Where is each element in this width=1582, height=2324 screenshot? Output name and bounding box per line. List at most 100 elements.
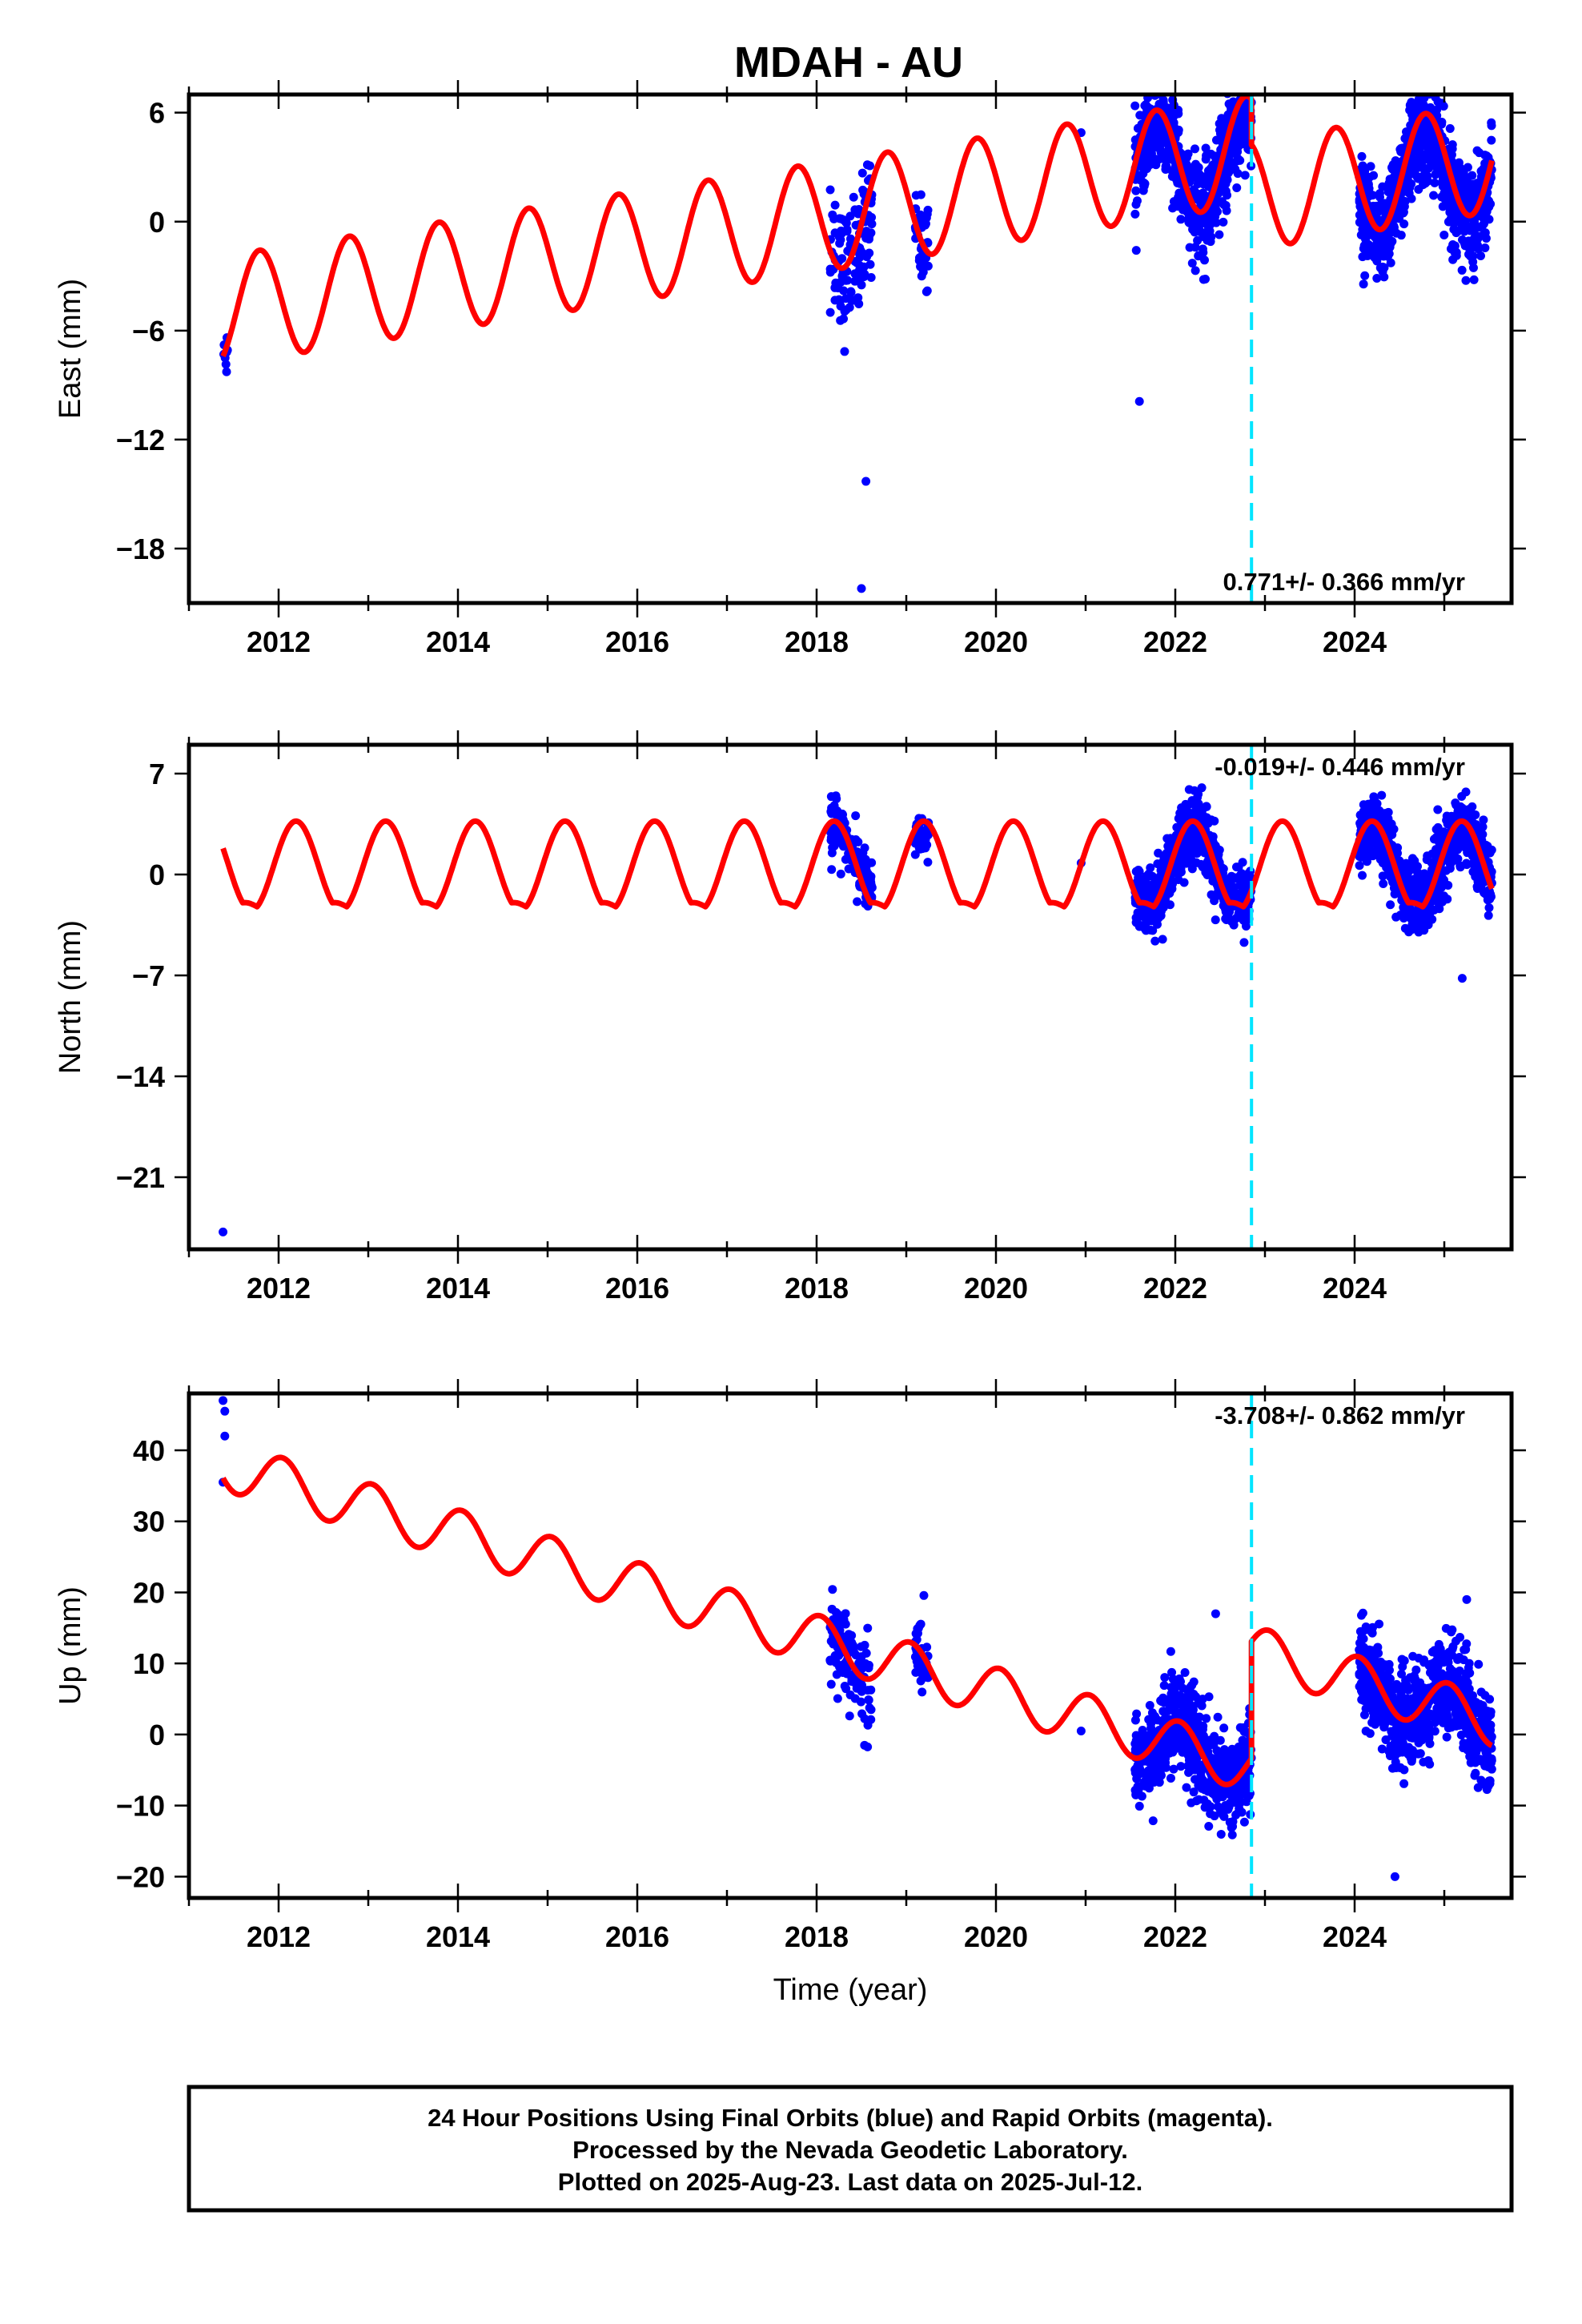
data-point [1463, 175, 1472, 184]
data-point [1147, 1708, 1157, 1718]
data-point [1406, 909, 1415, 919]
data-point [843, 275, 853, 285]
data-point [1195, 191, 1205, 201]
data-point [854, 299, 864, 308]
data-point [1168, 111, 1178, 120]
data-point [867, 212, 877, 222]
data-point [1187, 796, 1197, 806]
data-point [1141, 1781, 1150, 1791]
data-point [1161, 154, 1170, 163]
data-point [1239, 75, 1248, 84]
data-point [1146, 893, 1155, 903]
data-point [1380, 199, 1390, 208]
data-point [864, 1695, 873, 1705]
data-point [1484, 903, 1494, 912]
data-point [1398, 1662, 1407, 1671]
data-point [923, 858, 933, 867]
data-point [1439, 230, 1449, 239]
data-point [1156, 872, 1166, 882]
data-point [1379, 879, 1388, 889]
data-point [1191, 1796, 1201, 1806]
data-point [1194, 1699, 1203, 1708]
data-point [1404, 188, 1414, 198]
data-point [827, 865, 837, 875]
data-point [844, 864, 853, 874]
data-point [1152, 65, 1161, 74]
data-point [1396, 861, 1406, 870]
data-point [1186, 834, 1195, 844]
velocity-label: -0.019+/- 0.446 mm/yr [1215, 753, 1465, 781]
data-point [1141, 875, 1150, 885]
data-point [1212, 207, 1222, 216]
x-tick-label: 2024 [1323, 625, 1387, 658]
data-point-outlier [861, 476, 871, 486]
data-point [1185, 213, 1195, 223]
data-point [1197, 806, 1207, 816]
data-point [1196, 1771, 1206, 1781]
data-point [1188, 225, 1198, 235]
data-point [1181, 799, 1191, 809]
data-point [1145, 73, 1154, 82]
model-fit-line [220, 94, 1495, 358]
data-point [863, 1686, 873, 1695]
data-point [837, 1665, 847, 1675]
data-point [1372, 846, 1382, 855]
data-point [1145, 1700, 1154, 1710]
data-point [1434, 889, 1443, 899]
data-point [1411, 144, 1420, 154]
data-point [867, 219, 877, 229]
data-point [1479, 219, 1488, 228]
data-point [1150, 936, 1160, 946]
x-tick-label: 2024 [1323, 1272, 1387, 1305]
data-point [1242, 1777, 1251, 1787]
data-point [1222, 915, 1231, 925]
data-point [1168, 876, 1178, 886]
data-point [1133, 1782, 1142, 1791]
data-point [1211, 915, 1220, 925]
data-point [917, 1687, 927, 1697]
data-point [1466, 251, 1476, 261]
data-point [1454, 158, 1464, 167]
data-point [1476, 251, 1486, 261]
data-point [913, 1623, 923, 1633]
data-point [1409, 162, 1419, 171]
data-point [860, 843, 869, 853]
data-point [1372, 274, 1382, 283]
data-point [1169, 1764, 1178, 1774]
data-point [867, 858, 877, 867]
data-point [1417, 76, 1426, 85]
data-point [1239, 42, 1247, 50]
data-point [1359, 806, 1368, 816]
data-point [919, 1590, 929, 1600]
data-point [1182, 203, 1191, 213]
data-point [860, 1740, 869, 1750]
data-point [1244, 1791, 1254, 1800]
data-point [837, 214, 846, 223]
data-point [1403, 176, 1413, 186]
data-point [849, 192, 858, 202]
data-point [866, 1715, 876, 1724]
data-point [1208, 1754, 1218, 1763]
data-point [1360, 271, 1370, 280]
data-point [1410, 101, 1419, 111]
data-point [840, 347, 849, 356]
data-point [1150, 83, 1159, 92]
data-point [1131, 1790, 1141, 1799]
data-point [837, 254, 847, 263]
data-point [1437, 897, 1447, 907]
data-point [1203, 218, 1212, 227]
data-point [1142, 58, 1151, 66]
data-point [1225, 159, 1235, 168]
data-point [845, 234, 855, 243]
data-point [1225, 907, 1235, 917]
data-point [1153, 859, 1162, 869]
data-point [1484, 911, 1493, 920]
data-point [1219, 217, 1228, 227]
data-point [1165, 889, 1174, 899]
data-point [836, 869, 845, 879]
data-point [222, 367, 231, 376]
data-point [1240, 73, 1249, 82]
data-point [1487, 121, 1496, 131]
data-point [1396, 231, 1406, 240]
y-tick-label: −18 [116, 533, 165, 565]
